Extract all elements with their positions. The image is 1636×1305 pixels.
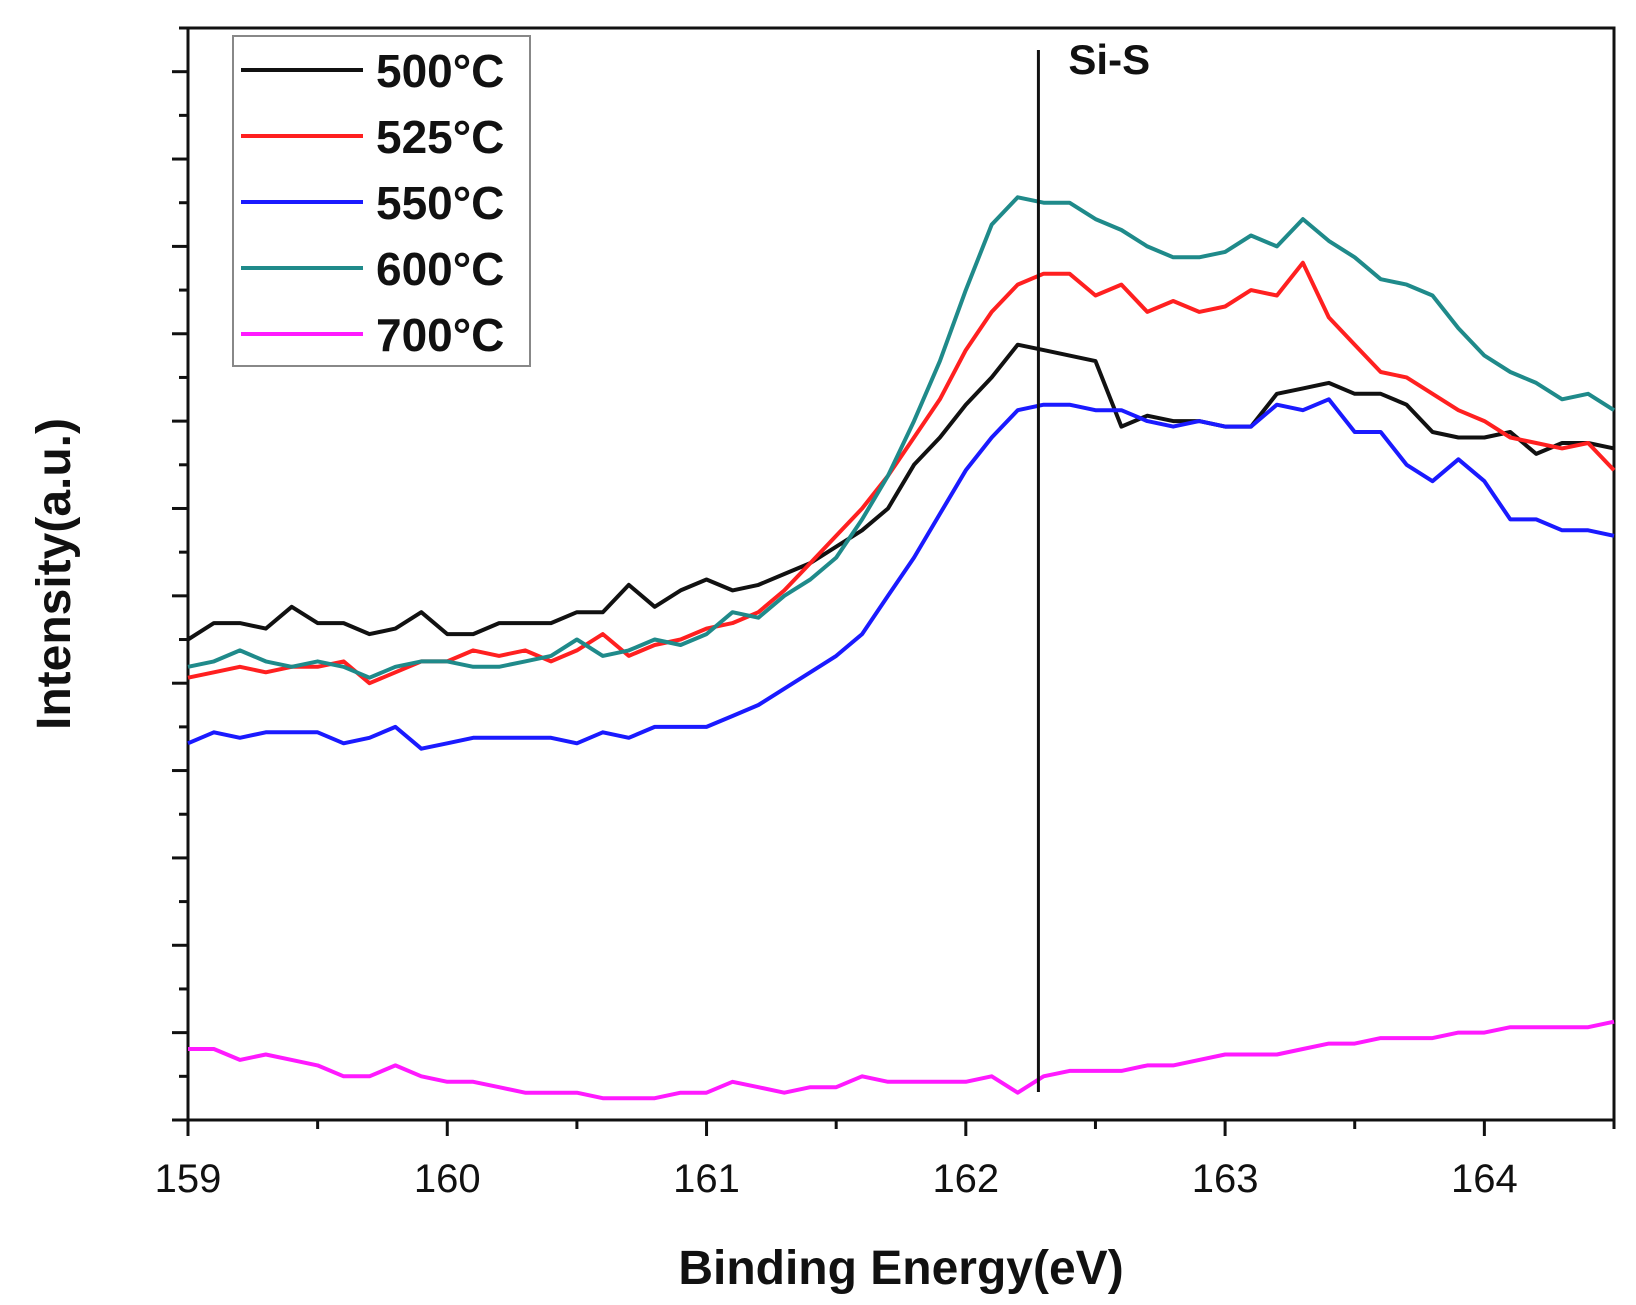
x-tick-label: 162 <box>932 1157 999 1201</box>
x-tick-label: 163 <box>1192 1157 1259 1201</box>
x-tick-label: 164 <box>1451 1157 1518 1201</box>
plot-frame <box>186 26 1616 1122</box>
legend: 500°C 525°C 550°C 600°C 700°C <box>232 35 531 367</box>
x-tick-label: 159 <box>155 1157 222 1201</box>
x-axis-ticks: 159 160 161 162 163 164 <box>155 1120 1616 1201</box>
x-axis-title: Binding Energy(eV) <box>678 1242 1123 1295</box>
series-line-500 <box>186 342 1615 642</box>
series-line-700 <box>188 1019 1615 1101</box>
series-layer <box>186 195 1616 1101</box>
y-axis-ticks <box>172 26 188 1122</box>
legend-label-700: 700°C <box>376 309 504 361</box>
series-line-550 <box>187 397 1615 751</box>
legend-label-600: 600°C <box>376 243 504 295</box>
legend-label-550: 550°C <box>376 177 504 229</box>
y-axis-title: Intensity(a.u.) <box>28 418 81 730</box>
x-tick-label: 161 <box>673 1157 740 1201</box>
legend-label-525: 525°C <box>376 111 504 163</box>
series-line-600 <box>187 195 1616 680</box>
x-tick-label: 160 <box>414 1157 481 1201</box>
si-s-annotation-label: Si-S <box>1068 36 1150 83</box>
legend-label-500: 500°C <box>376 45 504 97</box>
